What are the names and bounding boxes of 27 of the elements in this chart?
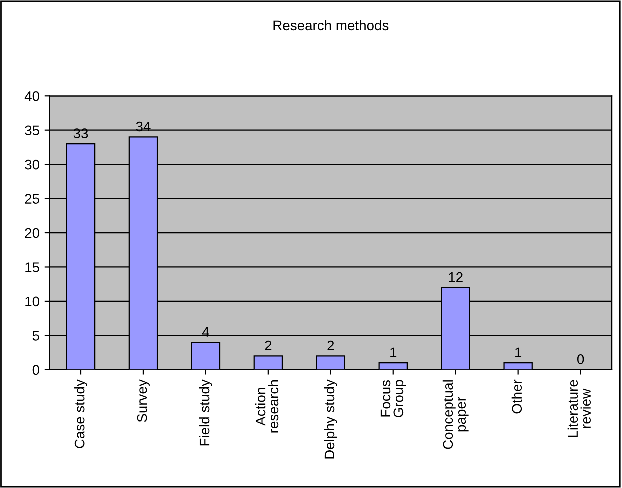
data-label: 4 xyxy=(202,327,210,337)
y-tick-label: 20 xyxy=(25,228,40,238)
x-tick-label: Survey xyxy=(137,380,150,422)
data-label: 2 xyxy=(328,340,334,351)
x-tick-label: Literature review xyxy=(568,380,592,438)
y-tick-label: 30 xyxy=(25,160,40,170)
x-tick-label: Field study xyxy=(199,380,212,446)
data-label: 12 xyxy=(449,272,463,282)
data-label: 34 xyxy=(136,122,151,132)
data-label: 1 xyxy=(516,348,522,358)
x-tick-label: Focus Group xyxy=(380,380,406,418)
data-label: 0 xyxy=(577,354,584,364)
y-tick-label: 0 xyxy=(32,365,40,376)
data-label: 1 xyxy=(390,348,397,358)
y-tick-label: 10 xyxy=(26,296,40,307)
x-tick-label: Conceptual paper xyxy=(442,380,469,450)
x-tick-label: Case study xyxy=(74,380,88,448)
y-tick-label: 15 xyxy=(26,262,40,272)
data-label: 2 xyxy=(265,340,272,351)
chart-title: Research methods xyxy=(274,20,389,31)
y-tick-label: 5 xyxy=(32,331,40,341)
y-tick-label: 40 xyxy=(24,91,40,102)
x-tick-label: Delphy study xyxy=(324,380,338,459)
x-tick-label: Action research xyxy=(255,380,279,433)
x-tick-label: Other xyxy=(512,380,522,414)
y-tick-label: 35 xyxy=(25,126,40,136)
y-tick-label: 25 xyxy=(25,194,40,204)
